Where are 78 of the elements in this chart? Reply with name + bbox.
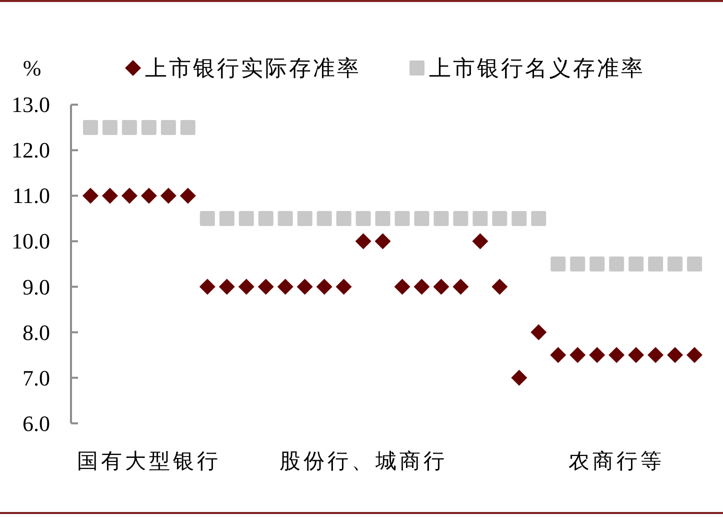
point xyxy=(414,278,430,295)
point xyxy=(394,278,410,295)
point xyxy=(434,210,449,226)
point xyxy=(414,210,430,226)
point xyxy=(160,188,176,204)
y-tick-label: 12.0 xyxy=(12,138,50,163)
point xyxy=(512,210,527,226)
y-tick-label: 7.0 xyxy=(22,365,50,390)
point xyxy=(472,210,488,226)
point xyxy=(82,188,98,204)
point xyxy=(550,347,566,364)
point xyxy=(570,347,586,364)
point xyxy=(102,188,118,204)
point xyxy=(141,120,156,135)
point xyxy=(180,120,196,135)
point xyxy=(238,278,254,295)
point xyxy=(258,278,274,295)
y-tick-label: 11.0 xyxy=(12,183,50,208)
legend-label: 上市银行实际存准率 xyxy=(145,56,361,80)
x-tick-label: 股份行、城商行 xyxy=(279,449,448,473)
point xyxy=(218,278,235,295)
point xyxy=(628,347,644,364)
point xyxy=(316,210,332,226)
point xyxy=(589,347,606,364)
point xyxy=(628,256,644,272)
point xyxy=(199,278,216,295)
point xyxy=(550,256,566,272)
point xyxy=(609,256,624,272)
point xyxy=(530,324,547,340)
point xyxy=(687,256,702,272)
point xyxy=(531,210,546,226)
x-tick-label: 农商行等 xyxy=(568,449,665,473)
point xyxy=(219,210,234,226)
y-tick-label: 9.0 xyxy=(22,274,50,300)
point xyxy=(121,188,138,204)
point xyxy=(686,347,703,364)
point xyxy=(648,347,664,364)
point xyxy=(82,120,98,135)
y-tick-label: 13.0 xyxy=(12,92,50,118)
point xyxy=(297,210,312,226)
point xyxy=(122,120,137,135)
point xyxy=(238,210,254,226)
x-tick-label: 国有大型银行 xyxy=(76,449,221,473)
point xyxy=(336,210,352,226)
point xyxy=(102,120,118,135)
point xyxy=(433,278,450,295)
y-tick-label: 8.0 xyxy=(22,320,50,345)
point xyxy=(394,210,410,226)
point xyxy=(356,210,371,226)
point xyxy=(667,347,684,364)
point xyxy=(355,233,372,250)
point xyxy=(472,233,488,250)
point xyxy=(278,210,293,226)
point xyxy=(336,278,352,295)
legend-label: 上市银行名义存准率 xyxy=(429,56,645,80)
point xyxy=(590,256,605,272)
y-tick-label: 6.0 xyxy=(22,410,50,436)
point xyxy=(258,210,274,226)
point xyxy=(492,278,508,295)
point xyxy=(608,347,625,364)
point xyxy=(570,256,586,272)
point xyxy=(140,188,157,204)
point xyxy=(492,210,508,226)
point xyxy=(374,233,391,250)
point xyxy=(668,256,683,272)
y-tick-label: 10.0 xyxy=(12,228,50,254)
point xyxy=(511,370,528,386)
y-axis-title: % xyxy=(22,56,42,80)
point xyxy=(452,278,469,295)
point xyxy=(180,188,196,204)
point xyxy=(648,256,664,272)
point xyxy=(316,278,332,295)
point xyxy=(160,120,176,135)
point xyxy=(375,210,390,226)
point xyxy=(296,278,313,295)
point xyxy=(200,210,215,226)
point xyxy=(453,210,468,226)
point xyxy=(277,278,294,295)
